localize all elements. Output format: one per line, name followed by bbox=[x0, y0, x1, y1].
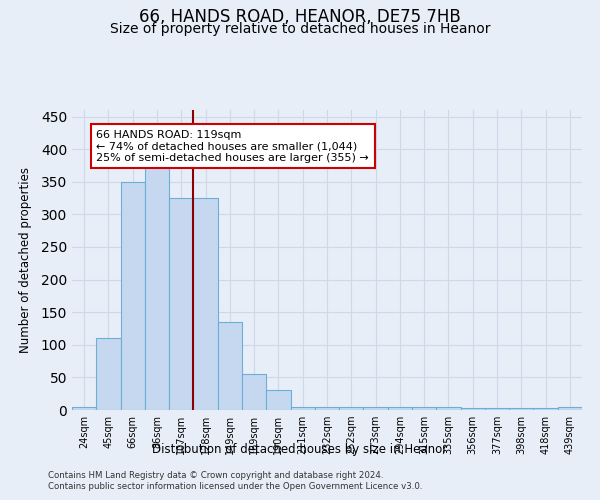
Text: Contains HM Land Registry data © Crown copyright and database right 2024.: Contains HM Land Registry data © Crown c… bbox=[48, 471, 383, 480]
Bar bbox=[218, 322, 242, 410]
Bar bbox=[364, 406, 388, 410]
Bar bbox=[145, 166, 169, 410]
Bar bbox=[169, 198, 193, 410]
Bar bbox=[412, 406, 436, 410]
Y-axis label: Number of detached properties: Number of detached properties bbox=[19, 167, 32, 353]
Bar bbox=[533, 408, 558, 410]
Text: Distribution of detached houses by size in Heanor: Distribution of detached houses by size … bbox=[152, 442, 448, 456]
Bar bbox=[339, 406, 364, 410]
Text: 66 HANDS ROAD: 119sqm
← 74% of detached houses are smaller (1,044)
25% of semi-d: 66 HANDS ROAD: 119sqm ← 74% of detached … bbox=[96, 130, 369, 163]
Bar bbox=[509, 408, 533, 410]
Bar bbox=[266, 390, 290, 410]
Text: Contains public sector information licensed under the Open Government Licence v3: Contains public sector information licen… bbox=[48, 482, 422, 491]
Bar bbox=[485, 408, 509, 410]
Bar bbox=[72, 406, 96, 410]
Bar bbox=[558, 406, 582, 410]
Bar bbox=[388, 406, 412, 410]
Bar bbox=[290, 406, 315, 410]
Bar bbox=[315, 406, 339, 410]
Bar bbox=[242, 374, 266, 410]
Bar bbox=[461, 408, 485, 410]
Bar bbox=[193, 198, 218, 410]
Bar bbox=[96, 338, 121, 410]
Bar bbox=[121, 182, 145, 410]
Text: Size of property relative to detached houses in Heanor: Size of property relative to detached ho… bbox=[110, 22, 490, 36]
Text: 66, HANDS ROAD, HEANOR, DE75 7HB: 66, HANDS ROAD, HEANOR, DE75 7HB bbox=[139, 8, 461, 26]
Bar bbox=[436, 406, 461, 410]
